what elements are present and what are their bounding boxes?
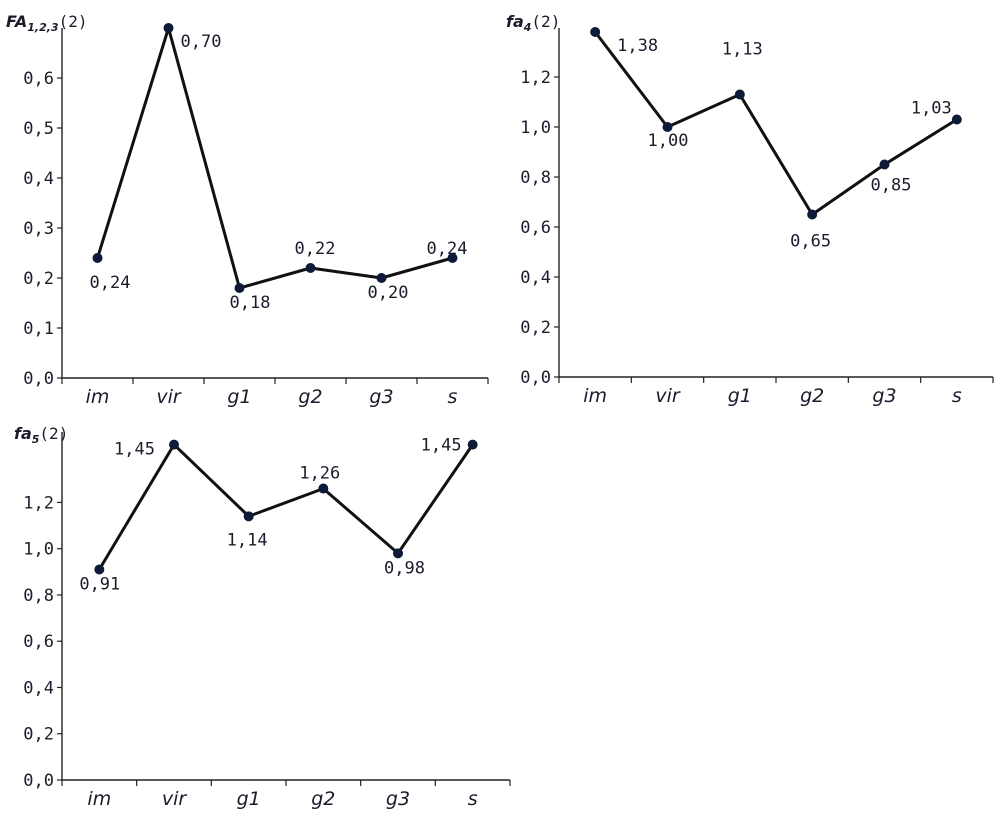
chart-fa5-ytick-label: 0,6	[23, 632, 54, 652]
chart-fa123-data-label: 0,24	[427, 239, 468, 259]
chart-fa4-data-label: 0,85	[871, 176, 912, 196]
chart-fa123-point	[163, 23, 174, 33]
chart-fa5-xtick-label: s	[468, 788, 478, 810]
chart-fa5-point	[467, 439, 478, 450]
chart-fa123-ytick-label: 0,3	[23, 219, 54, 239]
chart-fa4-ytick-label: 0,6	[520, 218, 551, 238]
chart-fa5-ytick-label: 1,2	[23, 493, 54, 513]
chart-fa5-point	[243, 511, 254, 522]
chart-fa5: fa5(2) 0,0 0,2 0,4 0,6 0,8 1,0 1,2 im vir g1 g2 g3…	[14, 424, 511, 810]
chart-fa5-series-line	[98, 443, 474, 571]
chart-fa123-point	[447, 253, 458, 263]
chart-fa123-point	[92, 253, 103, 263]
chart-fa5-title: fa5(2)	[14, 424, 68, 446]
chart-fa4-point	[879, 159, 890, 170]
chart-fa5-data-label: 0,91	[79, 575, 120, 595]
chart-fa123-data-label: 0,20	[368, 283, 409, 303]
chart-fa4-xtick-label: g1	[728, 385, 752, 407]
chart-fa123-data-label: 0,18	[230, 293, 271, 313]
chart-fa5-point	[169, 439, 179, 450]
chart-fa123-xtick-label: g1	[227, 386, 251, 408]
chart-fa4-ytick-label: 0,8	[520, 168, 551, 188]
chart-fa4-xtick-label: g2	[800, 385, 824, 407]
chart-fa5-point	[393, 548, 403, 559]
chart-fa123-point	[305, 263, 316, 273]
chart-fa5-data-label: 0,98	[384, 558, 425, 578]
chart-fa123-xtick-label: g3	[369, 386, 393, 408]
chart-fa5-data-label: 1,14	[227, 530, 268, 550]
chart-fa123-ytick-label: 0,4	[23, 169, 54, 189]
chart-fa5-xtick-label: g1	[237, 788, 261, 810]
chart-fa123-data-label: 0,70	[181, 32, 222, 52]
chart-fa5-xtick-label: g3	[386, 788, 410, 810]
chart-fa4-xtick-label: g3	[872, 385, 896, 407]
chart-fa5-xtick-label: im	[87, 788, 111, 810]
chart-fa123-xtick-label: im	[86, 386, 110, 408]
chart-fa5-ytick-label: 0,0	[23, 771, 54, 791]
chart-fa4-point	[734, 89, 745, 100]
chart-fa4-data-label: 1,00	[648, 131, 689, 151]
chart-fa4-ytick-label: 1,0	[520, 118, 551, 138]
chart-fa123-data-label: 0,24	[90, 273, 131, 293]
chart-fa5-data-label: 1,45	[114, 440, 155, 460]
chart-fa4-point	[951, 114, 962, 125]
chart-fa4-point	[662, 122, 673, 132]
chart-fa123-xtick-label: g2	[298, 386, 322, 408]
chart-fa5-xtick-label: vir	[162, 788, 188, 810]
chart-fa4-data-label: 1,13	[722, 40, 763, 60]
chart-fa5-point	[94, 564, 105, 575]
chart-fa5-ytick-label: 1,0	[23, 540, 54, 560]
chart-fa4-ytick-label: 0,0	[520, 368, 551, 388]
chart-fa4-ytick-label: 0,2	[520, 318, 551, 338]
chart-fa4-xtick-label: im	[583, 385, 607, 407]
chart-fa4-data-label: 1,38	[617, 36, 658, 56]
chart-fa4-ytick-label: 1,2	[520, 68, 551, 88]
chart-fa5-data-label: 1,26	[299, 464, 340, 484]
chart-fa4-series-line	[594, 31, 958, 216]
chart-fa4-xtick-label: vir	[655, 385, 681, 407]
chart-fa123-xtick-label: s	[448, 386, 458, 408]
chart-fa123-xtick-label: vir	[156, 386, 182, 408]
chart-fa5-data-label: 1,45	[421, 436, 462, 456]
chart-fa123-ytick-label: 0,5	[23, 119, 54, 139]
chart-fa123-data-label: 0,22	[295, 239, 336, 259]
chart-fa5-ytick-label: 0,8	[23, 586, 54, 606]
chart-fa123-ytick-label: 0,2	[23, 269, 54, 289]
chart-fa123-ytick-label: 0,1	[23, 319, 54, 339]
chart-fa4-data-label: 1,03	[911, 99, 952, 119]
chart-fa5-ytick-label: 0,4	[23, 678, 54, 698]
chart-fa4-title: fa4(2)	[506, 12, 560, 34]
chart-fa123-point	[234, 283, 245, 293]
chart-fa123-ytick-label: 0,0	[23, 369, 54, 389]
chart-fa123-point	[376, 273, 387, 283]
chart-fa4-point	[807, 209, 818, 220]
chart-fa123: FA1,2,3(2) 0,0 0,1 0,2 0,3 0,4 0,5 0,6 im vir g1…	[6, 12, 489, 408]
chart-fa123-ytick-label: 0,6	[23, 69, 54, 89]
chart-fa5-xtick-label: g2	[311, 788, 335, 810]
chart-fa5-point	[318, 483, 329, 494]
chart-fa4: fa4(2) 0,0 0,2 0,4 0,6 0,8 1,0 1,2 im vir g1 g2 g3…	[506, 12, 994, 407]
chart-fa4-ytick-label: 0,4	[520, 268, 551, 288]
chart-fa5-ytick-label: 0,2	[23, 725, 54, 745]
chart-fa123-title: FA1,2,3(2)	[6, 12, 87, 34]
chart-fa123-series-line	[96, 26, 453, 290]
chart-fa4-point	[590, 27, 601, 37]
chart-fa4-xtick-label: s	[952, 385, 962, 407]
chart-fa4-data-label: 0,65	[790, 232, 831, 252]
